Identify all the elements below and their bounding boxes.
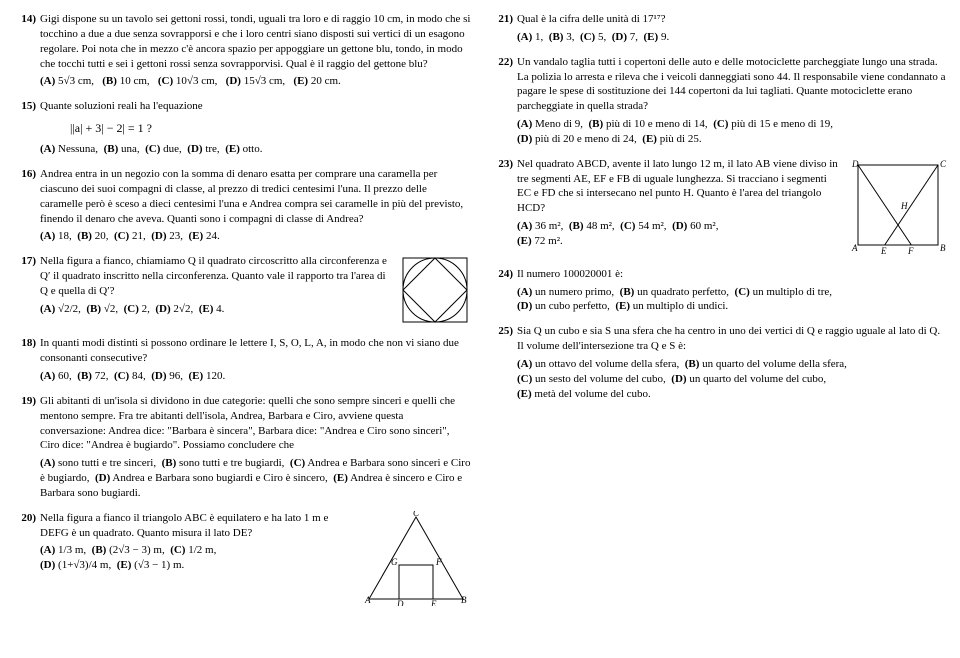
- svg-text:D: D: [396, 599, 404, 606]
- problem-number: 14): [12, 12, 40, 89]
- problem-text: Il numero 100020001 è:: [517, 268, 623, 280]
- figure-20: C A B D E G F: [361, 511, 471, 606]
- problem-body: Qual è la cifra delle unità di 17¹⁷? (A)…: [517, 12, 948, 45]
- problem-body: Quante soluzioni reali ha l'equazione ||…: [40, 99, 471, 157]
- problem-24: 24) Il numero 100020001 è: (A) un numero…: [489, 267, 948, 315]
- problem-text: In quanti modi distinti si possono ordin…: [40, 337, 459, 364]
- problem-body: Andrea entra in un negozio con la somma …: [40, 167, 471, 244]
- problem-options: (A) 1/3 m, (B) (2√3 − 3) m, (C) 1/2 m, (…: [40, 543, 355, 573]
- problem-20: 20) Nella figura a fianco il triangolo A…: [12, 511, 471, 606]
- page-columns: 14) Gigi dispone su un tavolo sei getton…: [12, 12, 948, 616]
- problem-14: 14) Gigi dispone su un tavolo sei getton…: [12, 12, 471, 89]
- problem-body: Nel quadrato ABCD, avente il lato lungo …: [517, 157, 948, 257]
- problem-text: Nella figura a fianco, chiamiamo Q il qu…: [40, 255, 387, 297]
- problem-body: Nella figura a fianco il triangolo ABC è…: [40, 511, 471, 606]
- problem-number: 15): [12, 99, 40, 157]
- problem-21: 21) Qual è la cifra delle unità di 17¹⁷?…: [489, 12, 948, 45]
- problem-text: Gigi dispone su un tavolo sei gettoni ro…: [40, 13, 470, 70]
- problem-body: Il numero 100020001 è: (A) un numero pri…: [517, 267, 948, 315]
- svg-text:A: A: [851, 243, 858, 253]
- problem-16: 16) Andrea entra in un negozio con la so…: [12, 167, 471, 244]
- svg-text:B: B: [461, 595, 467, 605]
- problem-options: (A) Meno di 9, (B) più di 10 e meno di 1…: [517, 117, 948, 147]
- figure-23: D C A B E F H: [848, 157, 948, 257]
- problem-text: Gli abitanti di un'isola si dividono in …: [40, 395, 455, 452]
- svg-text:E: E: [880, 246, 887, 256]
- problem-number: 19): [12, 394, 40, 501]
- problem-text: Quante soluzioni reali ha l'equazione: [40, 100, 203, 112]
- problem-number: 20): [12, 511, 40, 606]
- problem-body: Gigi dispone su un tavolo sei gettoni ro…: [40, 12, 471, 89]
- svg-text:F: F: [907, 246, 914, 256]
- problem-23: 23) Nel quadrato ABCD, avente il lato lu…: [489, 157, 948, 257]
- problem-body: Un vandalo taglia tutti i copertoni dell…: [517, 55, 948, 147]
- svg-text:C: C: [940, 159, 947, 169]
- problem-options: (A) 1, (B) 3, (C) 5, (D) 7, (E) 9.: [517, 30, 948, 45]
- problem-18: 18) In quanti modi distinti si possono o…: [12, 336, 471, 384]
- problem-options: (A) 36 m², (B) 48 m², (C) 54 m², (D) 60 …: [517, 219, 842, 249]
- problem-17: 17) Nella figura a fianco, chiamiamo Q i…: [12, 254, 471, 326]
- svg-text:H: H: [900, 201, 908, 211]
- problem-body: In quanti modi distinti si possono ordin…: [40, 336, 471, 384]
- problem-options: (A) un numero primo, (B) un quadrato per…: [517, 285, 948, 315]
- problem-options: (A) 5√3 cm, (B) 10 cm, (C) 10√3 cm, (D) …: [40, 74, 471, 89]
- problem-text: Un vandalo taglia tutti i copertoni dell…: [517, 56, 946, 113]
- problem-text: Qual è la cifra delle unità di 17¹⁷?: [517, 13, 666, 25]
- problem-number: 18): [12, 336, 40, 384]
- right-column: 21) Qual è la cifra delle unità di 17¹⁷?…: [489, 12, 948, 616]
- problem-number: 16): [12, 167, 40, 244]
- svg-text:D: D: [851, 159, 859, 169]
- svg-text:C: C: [413, 511, 420, 518]
- svg-text:A: A: [364, 595, 371, 605]
- svg-text:B: B: [940, 243, 946, 253]
- problem-25: 25) Sia Q un cubo e sia S una sfera che …: [489, 324, 948, 401]
- svg-text:E: E: [430, 599, 437, 606]
- svg-text:G: G: [391, 557, 398, 567]
- problem-options: (A) sono tutti e tre sinceri, (B) sono t…: [40, 456, 471, 501]
- svg-text:F: F: [435, 557, 442, 567]
- problem-number: 25): [489, 324, 517, 401]
- problem-body: Nella figura a fianco, chiamiamo Q il qu…: [40, 254, 471, 326]
- problem-number: 22): [489, 55, 517, 147]
- problem-number: 23): [489, 157, 517, 257]
- problem-body: Sia Q un cubo e sia S una sfera che ha c…: [517, 324, 948, 401]
- problem-text: Nel quadrato ABCD, avente il lato lungo …: [517, 158, 838, 215]
- left-column: 14) Gigi dispone su un tavolo sei getton…: [12, 12, 471, 616]
- problem-options: (A) 18, (B) 20, (C) 21, (D) 23, (E) 24.: [40, 229, 471, 244]
- problem-number: 17): [12, 254, 40, 326]
- equation: ||a| + 3| − 2| = 1 ?: [70, 120, 471, 136]
- problem-number: 21): [489, 12, 517, 45]
- problem-options: (A) 60, (B) 72, (C) 84, (D) 96, (E) 120.: [40, 369, 471, 384]
- problem-options: (A) Nessuna, (B) una, (C) due, (D) tre, …: [40, 142, 471, 157]
- problem-text: Andrea entra in un negozio con la somma …: [40, 168, 463, 225]
- problem-text: Sia Q un cubo e sia S una sfera che ha c…: [517, 325, 940, 352]
- figure-17: [399, 254, 471, 326]
- problem-options: (A) un ottavo del volume della sfera, (B…: [517, 357, 948, 402]
- problem-number: 24): [489, 267, 517, 315]
- problem-22: 22) Un vandalo taglia tutti i copertoni …: [489, 55, 948, 147]
- problem-options: (A) √2/2, (B) √2, (C) 2, (D) 2√2, (E) 4.: [40, 302, 393, 317]
- problem-19: 19) Gli abitanti di un'isola si dividono…: [12, 394, 471, 501]
- problem-text: Nella figura a fianco il triangolo ABC è…: [40, 512, 328, 539]
- problem-body: Gli abitanti di un'isola si dividono in …: [40, 394, 471, 501]
- problem-15: 15) Quante soluzioni reali ha l'equazion…: [12, 99, 471, 157]
